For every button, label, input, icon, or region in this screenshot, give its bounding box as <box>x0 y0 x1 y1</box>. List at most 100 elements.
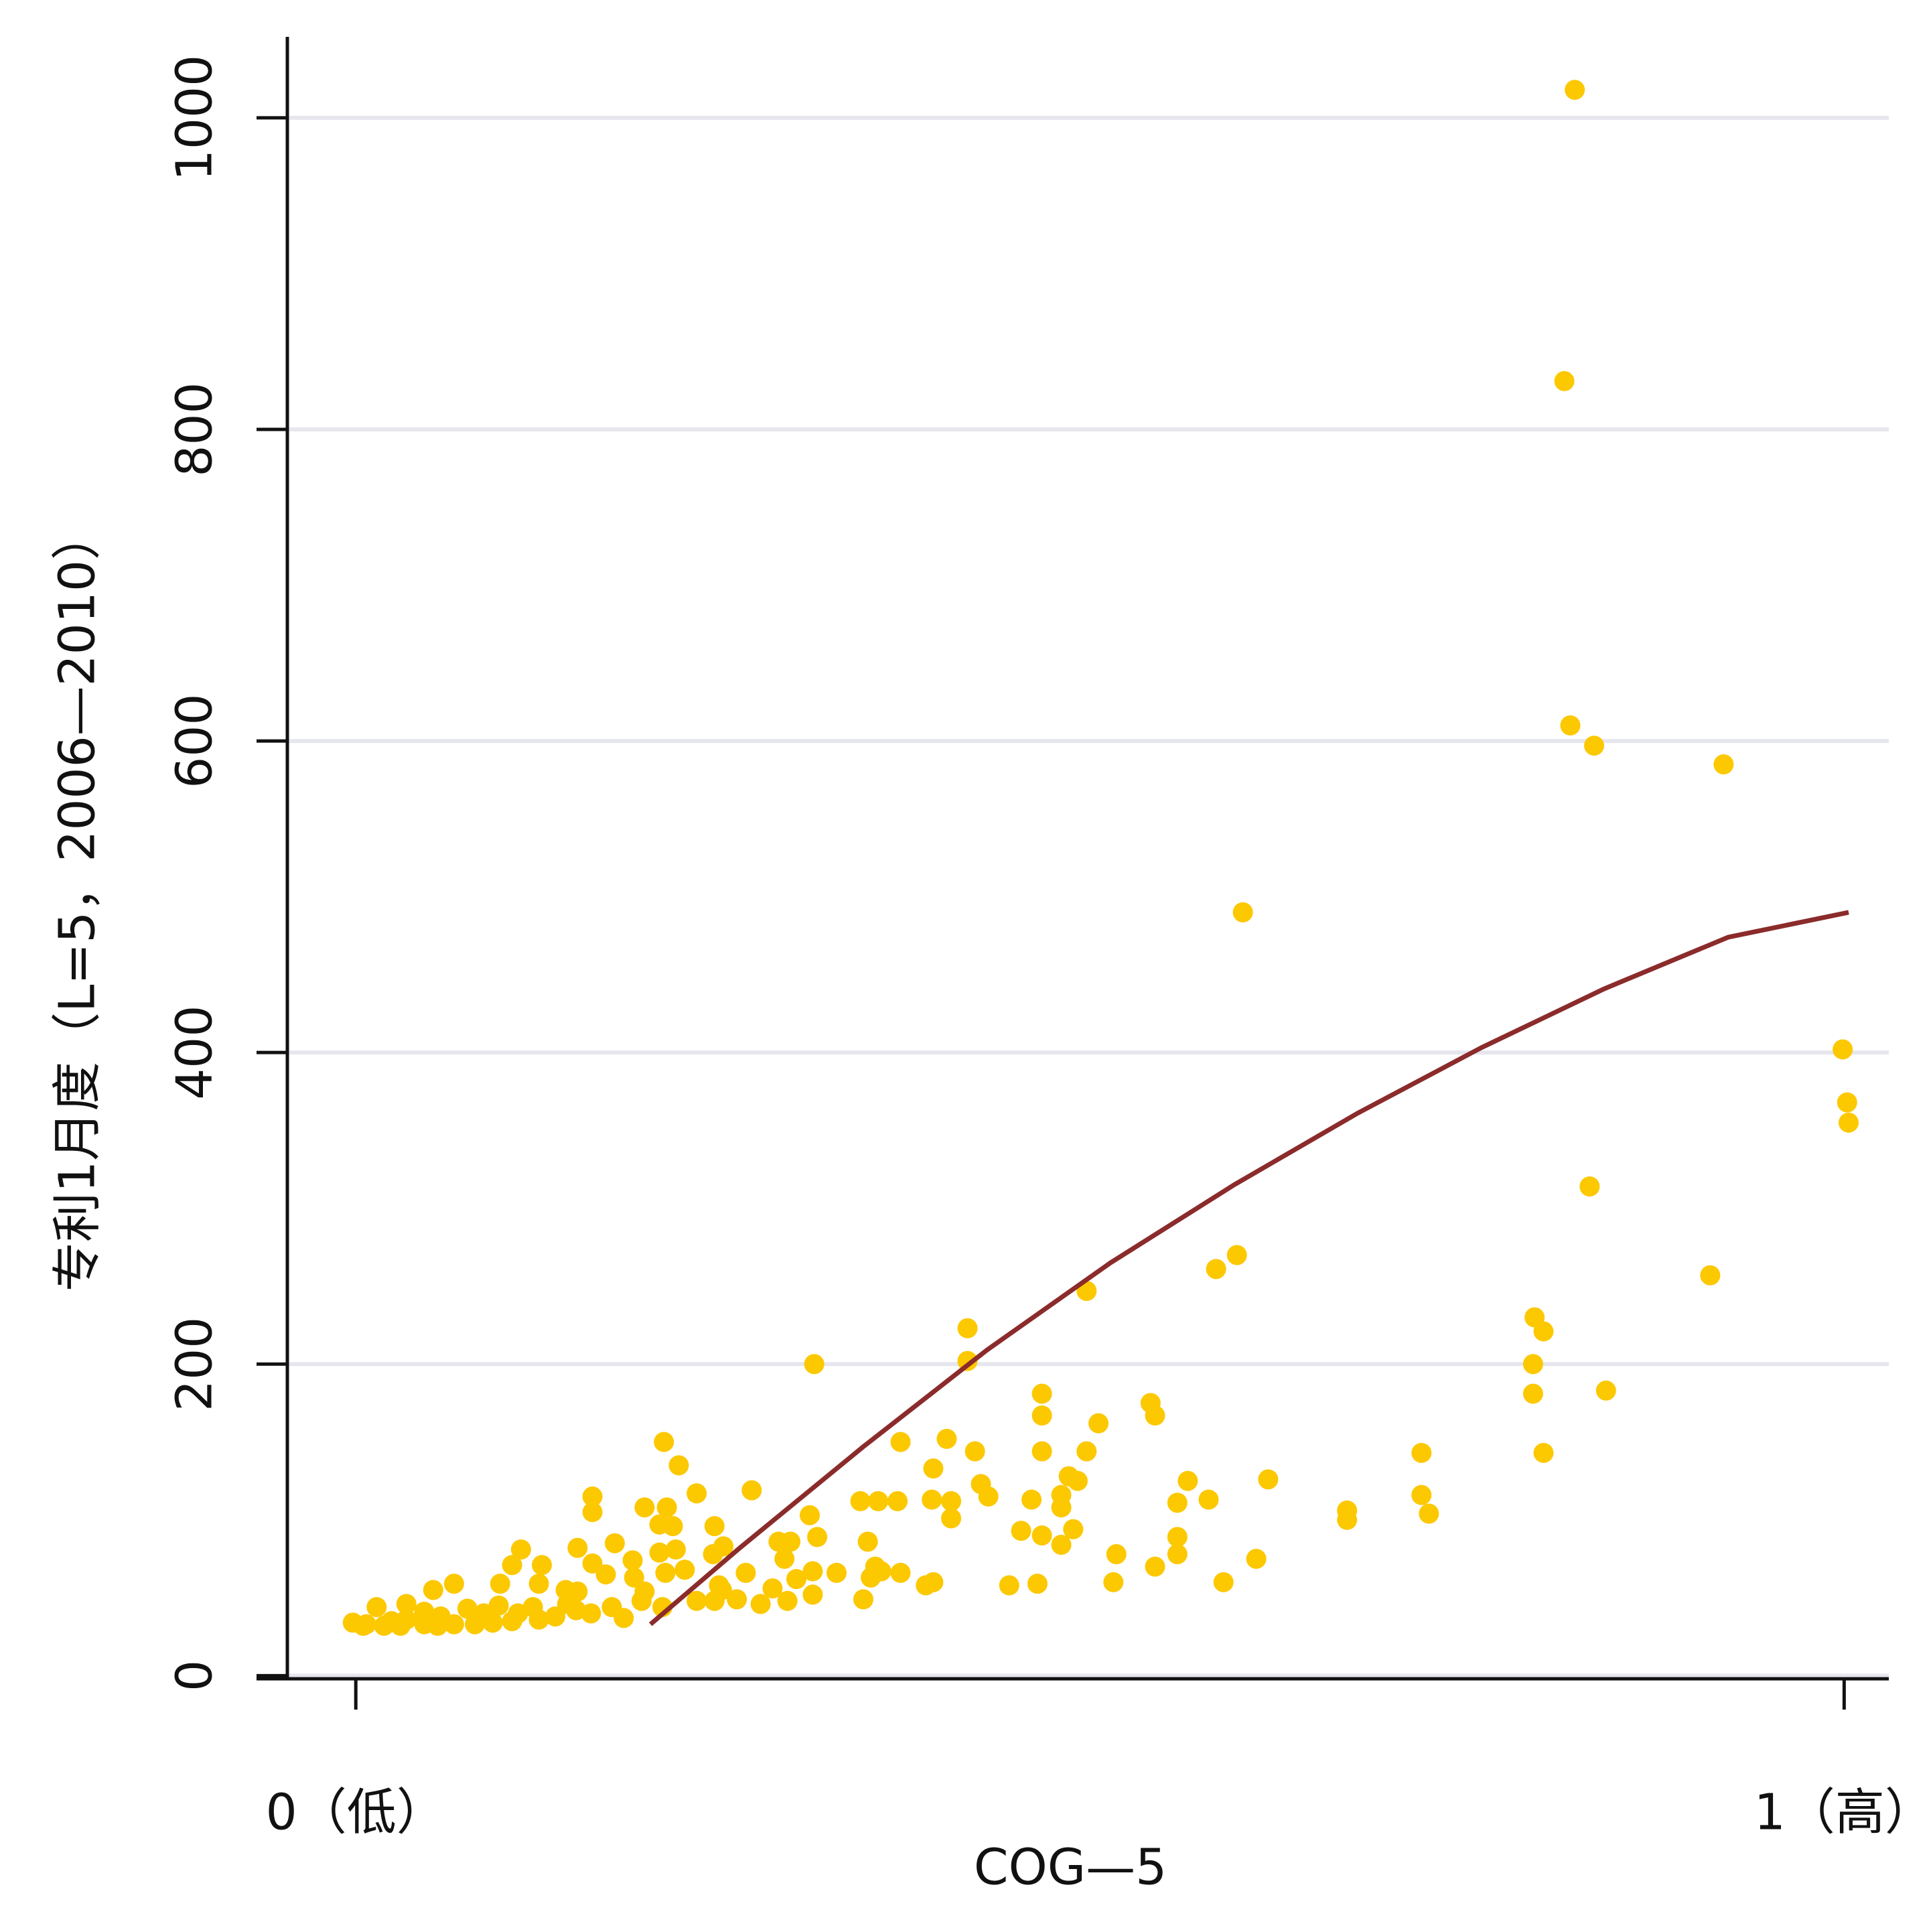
scatter-point <box>1258 1469 1279 1490</box>
scatter-point <box>443 1574 464 1594</box>
scatter-point <box>957 1318 978 1338</box>
x-tick-label: 0（低） <box>266 1784 446 1842</box>
y-tick-label: 0 <box>166 1660 224 1692</box>
scatter-point <box>656 1497 677 1518</box>
scatter-point <box>528 1609 549 1630</box>
scatter-point <box>624 1567 644 1588</box>
scatter-point <box>1167 1527 1188 1547</box>
fit-line <box>648 910 1849 1627</box>
scatter-point <box>366 1597 387 1618</box>
scatter-point <box>890 1562 911 1583</box>
scatter-point <box>528 1574 549 1594</box>
scatter-point <box>490 1574 510 1594</box>
scatter-point <box>1167 1493 1188 1513</box>
scatter-point <box>353 1615 374 1636</box>
scatter-point <box>1419 1503 1439 1524</box>
scatter-point <box>557 1594 577 1614</box>
x-axis-title: COG—5 <box>974 1839 1167 1896</box>
scatter-point <box>741 1480 762 1501</box>
scatter-point <box>804 1354 825 1375</box>
scatter-point <box>786 1569 806 1590</box>
scatter-point <box>581 1603 601 1624</box>
scatter-point <box>1031 1441 1052 1462</box>
scatter-point <box>887 1491 908 1511</box>
scatter-point <box>582 1486 603 1507</box>
scatter-point <box>443 1614 464 1635</box>
scatter-point <box>1067 1470 1088 1491</box>
scatter-point <box>1839 1112 1859 1133</box>
scatter-point <box>1213 1572 1234 1592</box>
scatter-point <box>868 1491 889 1511</box>
scatter-point <box>727 1589 747 1610</box>
scatter-point <box>704 1590 725 1611</box>
scatter-point <box>802 1584 823 1605</box>
scatter-point <box>655 1562 676 1583</box>
scatter-point <box>750 1594 771 1614</box>
scatter-point <box>1088 1413 1109 1434</box>
scatter-point <box>631 1590 652 1611</box>
scatter-point <box>595 1564 616 1585</box>
scatter-point <box>604 1533 625 1554</box>
scatter-point <box>457 1598 478 1619</box>
y-tick-label: 800 <box>166 382 224 476</box>
scatter-point <box>1145 1405 1165 1426</box>
scatter-point <box>1206 1259 1226 1280</box>
scatter-point <box>634 1497 655 1518</box>
scatter-point <box>762 1578 783 1599</box>
scatter-point <box>850 1491 871 1511</box>
scatter-point <box>978 1486 999 1507</box>
scatter-point <box>1177 1470 1198 1491</box>
scatter-point <box>531 1555 552 1576</box>
scatter-point <box>687 1590 707 1611</box>
scatter-point <box>826 1562 847 1583</box>
scatter-point <box>1833 1039 1853 1060</box>
scatter-point <box>853 1589 873 1610</box>
scatter-point <box>1031 1405 1052 1426</box>
scatter-point <box>1411 1442 1432 1463</box>
scatter-point <box>668 1455 689 1476</box>
scatter-point <box>735 1562 756 1583</box>
scatter-point <box>1076 1441 1097 1462</box>
scatter-point <box>916 1575 936 1596</box>
scatter-point <box>1103 1572 1124 1592</box>
scatter-point <box>1533 1442 1554 1463</box>
scatter-point <box>1027 1574 1048 1594</box>
scatter-point <box>861 1567 881 1588</box>
scatter-point <box>1522 1383 1543 1404</box>
scatter-point <box>957 1351 978 1371</box>
scatter-point <box>1522 1354 1543 1375</box>
scatter-point <box>802 1561 823 1582</box>
scatter-point <box>1579 1176 1600 1197</box>
y-axis-title: 专利1月度（L=5，2006—2010） <box>49 510 106 1292</box>
scatter-point <box>1713 754 1734 774</box>
scatter-point <box>427 1615 448 1636</box>
scatter-point <box>1145 1556 1165 1577</box>
scatter-point <box>1337 1509 1358 1530</box>
scatter-point <box>1106 1543 1127 1564</box>
scatter-point <box>674 1560 695 1580</box>
scatter-point <box>423 1580 443 1600</box>
scatter-point <box>807 1527 828 1547</box>
scatter-point <box>1051 1497 1072 1518</box>
scatter-point <box>654 1432 674 1452</box>
scatter-point <box>780 1531 801 1552</box>
scatter-point <box>1063 1519 1084 1539</box>
scatter-point <box>890 1432 911 1452</box>
scatter-point <box>774 1548 795 1569</box>
scatter-point <box>1246 1548 1267 1569</box>
scatter-point <box>1031 1383 1052 1404</box>
scatter-point <box>614 1608 634 1629</box>
scatter-point <box>799 1505 820 1525</box>
scatter-point <box>964 1441 985 1462</box>
scatter-point <box>390 1615 411 1636</box>
scatter-point <box>1837 1092 1857 1113</box>
scatter-point <box>704 1516 725 1537</box>
scatter-point <box>922 1489 942 1510</box>
scatter-point <box>649 1542 670 1563</box>
scatter-point <box>665 1539 686 1560</box>
scatter-point <box>1031 1525 1052 1546</box>
scatter-point <box>999 1575 1019 1596</box>
scatter-point <box>941 1491 962 1511</box>
scatter-point <box>703 1543 723 1564</box>
